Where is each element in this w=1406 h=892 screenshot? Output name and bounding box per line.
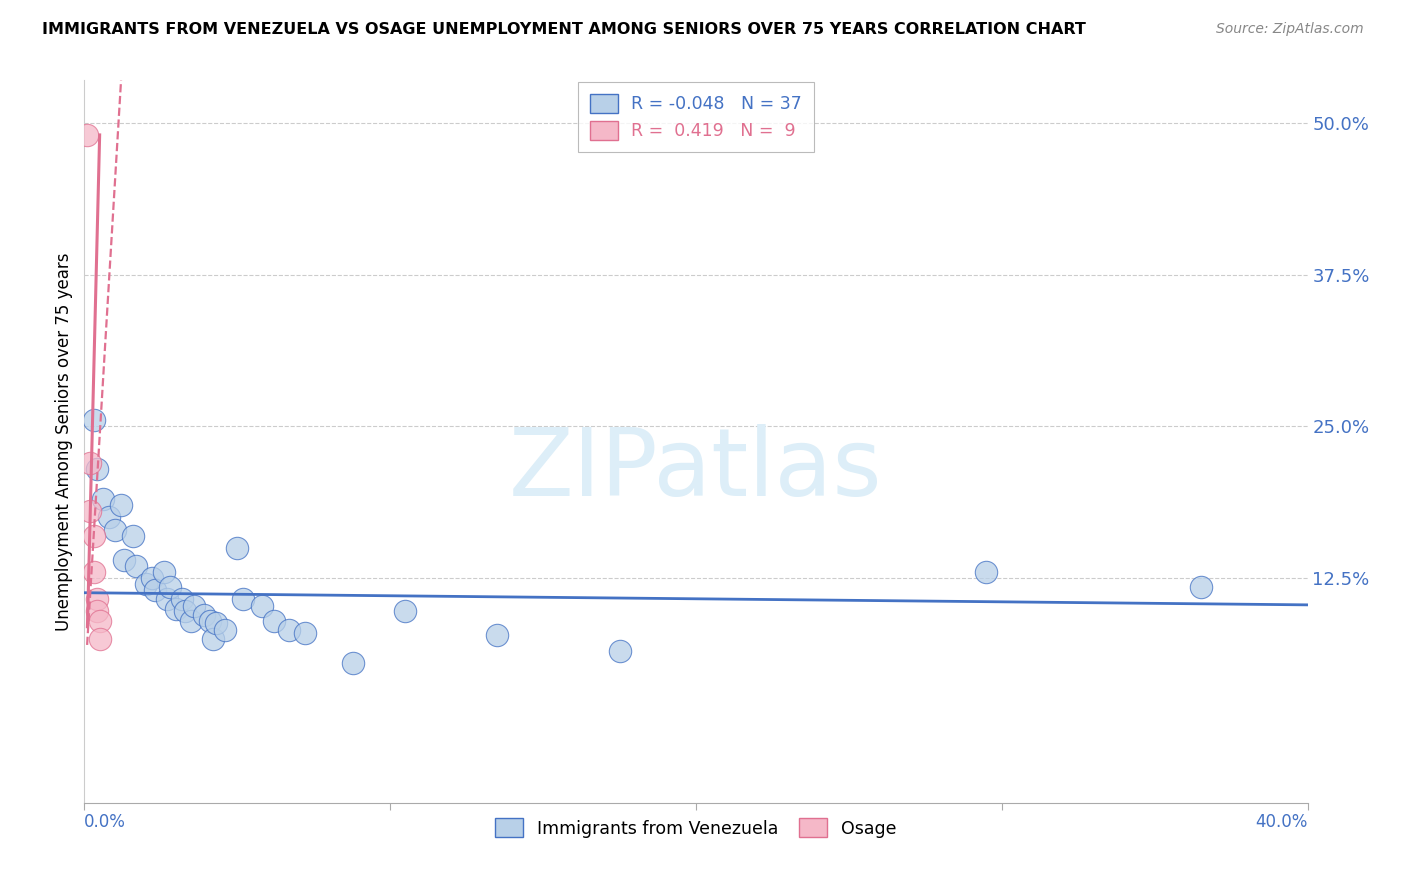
Point: [183, 599, 205, 613]
Text: Source: ZipAtlas.com: Source: ZipAtlas.com: [1216, 22, 1364, 37]
Point: [214, 624, 236, 638]
Point: [83, 565, 105, 579]
Point: [86, 604, 108, 618]
Point: [86, 591, 108, 606]
Point: [250, 599, 273, 613]
Point: [180, 614, 202, 628]
Point: [153, 565, 176, 579]
Point: [226, 541, 249, 555]
Point: [976, 565, 998, 579]
Point: [91, 492, 114, 507]
Text: 0.0%: 0.0%: [84, 813, 127, 830]
Point: [122, 529, 145, 543]
Point: [125, 559, 148, 574]
Point: [83, 529, 105, 543]
Point: [156, 591, 179, 606]
Text: ZIPatlas: ZIPatlas: [509, 425, 883, 516]
Point: [263, 614, 285, 628]
Point: [172, 591, 194, 606]
Point: [79, 504, 101, 518]
Point: [205, 616, 228, 631]
Point: [97, 510, 120, 524]
Point: [83, 413, 105, 427]
Point: [486, 628, 509, 642]
Point: [159, 580, 181, 594]
Point: [174, 604, 197, 618]
Point: [201, 632, 224, 646]
Text: 40.0%: 40.0%: [1256, 813, 1308, 830]
Point: [110, 498, 132, 512]
Point: [135, 577, 157, 591]
Point: [79, 456, 101, 470]
Point: [193, 607, 215, 622]
Point: [609, 644, 631, 658]
Point: [294, 625, 316, 640]
Point: [278, 624, 301, 638]
Point: [112, 553, 135, 567]
Point: [104, 523, 127, 537]
Point: [76, 128, 98, 142]
Point: [141, 571, 163, 585]
Point: [89, 632, 111, 646]
Point: [198, 614, 221, 628]
Point: [1189, 580, 1212, 594]
Point: [143, 583, 166, 598]
Point: [394, 604, 416, 618]
Point: [165, 601, 187, 615]
Point: [342, 656, 364, 670]
Point: [232, 591, 254, 606]
Point: [89, 614, 111, 628]
Text: IMMIGRANTS FROM VENEZUELA VS OSAGE UNEMPLOYMENT AMONG SENIORS OVER 75 YEARS CORR: IMMIGRANTS FROM VENEZUELA VS OSAGE UNEMP…: [42, 22, 1085, 37]
Legend: Immigrants from Venezuela, Osage: Immigrants from Venezuela, Osage: [488, 812, 904, 845]
Y-axis label: Unemployment Among Seniors over 75 years: Unemployment Among Seniors over 75 years: [55, 252, 73, 631]
Point: [86, 462, 108, 476]
